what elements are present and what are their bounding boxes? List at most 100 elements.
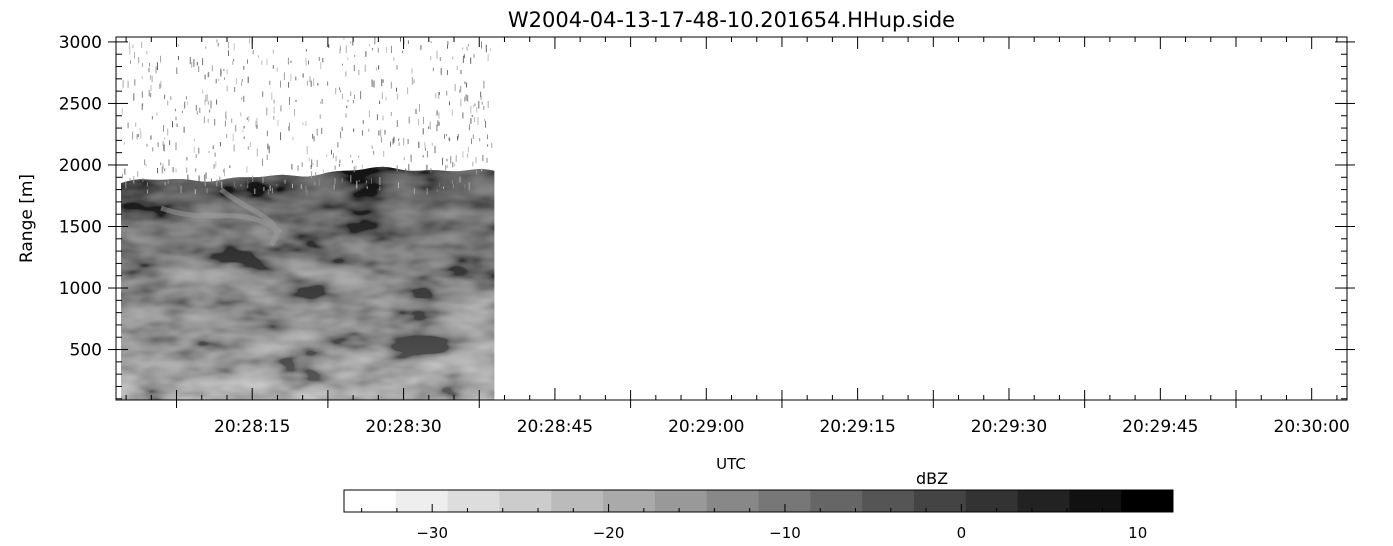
colorbar-swatch [965, 490, 1019, 512]
noise-speckle [396, 120, 398, 127]
noise-speckle [325, 182, 327, 188]
noise-speckle [420, 45, 422, 50]
noise-speckle [294, 109, 295, 116]
noise-speckle [446, 164, 448, 169]
noise-speckle [176, 123, 178, 127]
noise-speckle [467, 95, 469, 102]
noise-speckle [300, 184, 302, 189]
noise-speckle [353, 64, 355, 72]
noise-speckle [243, 125, 245, 129]
noise-speckle [320, 176, 322, 181]
noise-speckle [232, 133, 234, 142]
noise-speckle [403, 137, 405, 146]
noise-speckle [491, 142, 493, 148]
noise-speckle [410, 154, 412, 162]
noise-speckle [318, 56, 320, 61]
noise-speckle [247, 184, 248, 188]
noise-speckle [306, 80, 308, 86]
noise-speckle [327, 184, 329, 189]
noise-speckle [189, 57, 191, 65]
noise-speckle [163, 144, 165, 151]
noise-speckle [184, 101, 186, 109]
noise-speckle [305, 121, 307, 127]
noise-speckle [223, 169, 225, 173]
noise-speckle [375, 67, 377, 71]
noise-speckle [448, 137, 450, 141]
noise-speckle [210, 178, 212, 183]
noise-speckle [256, 117, 258, 126]
noise-speckle [371, 79, 373, 87]
noise-speckle [235, 78, 237, 85]
noise-speckle [372, 47, 374, 51]
noise-speckle [297, 165, 299, 171]
noise-speckle [193, 138, 195, 142]
noise-speckle [467, 146, 469, 153]
noise-speckle [313, 136, 315, 142]
noise-speckle [146, 143, 148, 147]
noise-speckle [319, 114, 321, 119]
noise-speckle [450, 156, 452, 164]
noise-speckle [176, 67, 178, 74]
colorbar-swatch [758, 490, 811, 512]
noise-speckle [136, 134, 138, 140]
noise-speckle [198, 175, 200, 182]
noise-speckle [252, 50, 254, 55]
noise-speckle [178, 44, 179, 47]
noise-speckle [457, 136, 458, 141]
y-tick-label: 2500 [59, 94, 102, 114]
noise-speckle [273, 99, 275, 104]
noise-speckle [451, 109, 453, 116]
noise-speckle [424, 142, 426, 149]
noise-speckles [121, 37, 493, 196]
colorbar-frame [343, 489, 1174, 513]
noise-speckle [156, 112, 158, 116]
colorbar-tick-label: −30 [416, 524, 448, 542]
noise-speckle [280, 105, 282, 109]
noise-speckle [356, 180, 358, 189]
noise-speckle [169, 140, 171, 145]
noise-speckle [444, 134, 445, 139]
noise-speckle [475, 157, 477, 163]
noise-speckle [256, 124, 258, 129]
noise-speckle [305, 58, 307, 66]
noise-speckle [266, 107, 268, 116]
noise-speckle [467, 44, 469, 47]
noise-speckle [485, 120, 487, 128]
noise-speckle [400, 37, 401, 42]
noise-speckle [151, 75, 153, 83]
noise-speckle [418, 141, 420, 148]
noise-speckle [321, 127, 323, 135]
y-tick-label: 1000 [59, 279, 102, 299]
noise-speckle [489, 48, 491, 51]
noise-speckle [204, 179, 206, 187]
noise-speckle [361, 164, 363, 169]
noise-speckle [225, 111, 227, 119]
colorbar-tick-label: 0 [957, 524, 967, 542]
chart-title: W2004-04-13-17-48-10.201654.HHup.side [508, 8, 955, 32]
noise-speckle [213, 164, 215, 169]
noise-speckle [146, 51, 148, 55]
noise-speckle [382, 115, 384, 121]
noise-speckle [233, 59, 235, 62]
colorbar-label: dBZ [916, 469, 948, 488]
noise-speckle [460, 85, 462, 93]
noise-speckle [447, 69, 448, 75]
noise-speckle [211, 65, 213, 72]
shear-feature [160, 187, 283, 247]
noise-speckle [482, 155, 484, 162]
noise-speckle [206, 94, 208, 101]
noise-speckle [243, 95, 245, 102]
noise-speckle [379, 177, 381, 185]
noise-speckle [273, 106, 275, 114]
noise-speckle [436, 124, 438, 132]
noise-speckle [204, 99, 206, 106]
noise-speckle [430, 168, 432, 173]
noise-speckle [353, 166, 355, 173]
noise-speckle [339, 159, 341, 164]
noise-speckle [390, 81, 392, 89]
noise-speckle [447, 44, 448, 49]
noise-speckle [478, 100, 480, 109]
noise-speckle [487, 144, 489, 147]
noise-speckle [289, 97, 290, 105]
noise-speckle [408, 164, 410, 171]
